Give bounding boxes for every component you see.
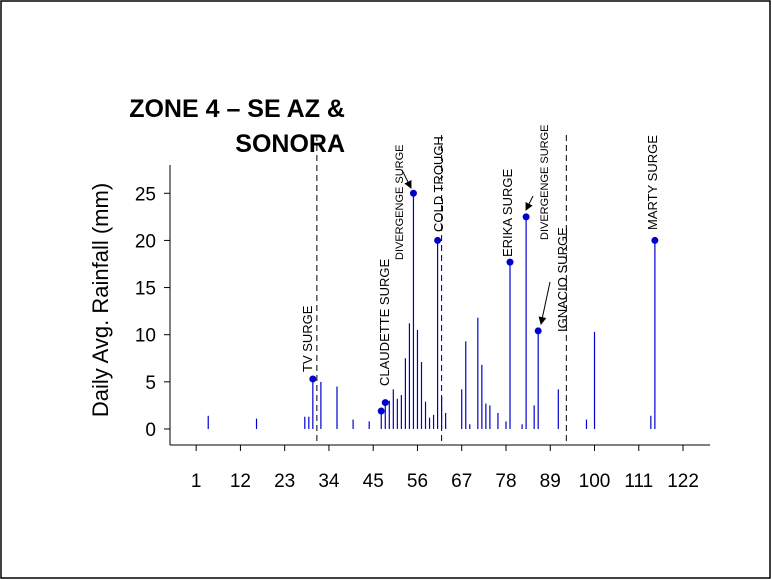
stem-marker [409, 189, 417, 197]
y-tick-label: 10 [135, 326, 156, 347]
chart-title: SONORA [235, 130, 345, 158]
x-tick-label: 12 [230, 471, 251, 492]
annotation: CLAUDETTE SURGE [377, 259, 392, 386]
annotation-arrow [525, 195, 534, 211]
x-tick-label: 89 [540, 471, 561, 492]
stem-marker [434, 236, 442, 244]
annotation: TV SURGE [300, 305, 315, 372]
annotation-arrow [401, 169, 412, 189]
annotation-arrow [538, 281, 551, 325]
x-tick-label: 67 [451, 471, 472, 492]
x-tick-label: 23 [274, 471, 295, 492]
y-tick-label: 25 [135, 184, 156, 205]
x-tick-label: 78 [495, 471, 516, 492]
stem-marker [309, 375, 317, 383]
annotation: ERIKA SURGE [500, 169, 515, 257]
stem-marker [651, 236, 659, 244]
x-tick-label: 56 [407, 471, 428, 492]
annotation: IGNACIO SURGE [555, 227, 570, 332]
x-tick-label: 45 [363, 471, 384, 492]
y-tick-label: 20 [135, 231, 156, 252]
annotation: COLD TROUGH [431, 136, 446, 232]
y-axis-label: Daily Avg. Rainfall (mm) [88, 183, 113, 417]
stem-marker [506, 258, 514, 266]
x-tick-label: 111 [624, 471, 653, 492]
x-tick-label: 122 [667, 471, 699, 492]
x-tick-label: 100 [579, 471, 611, 492]
y-tick-label: 15 [135, 279, 156, 300]
chart-title: ZONE 4 – SE AZ & [129, 95, 345, 123]
y-tick-label: 5 [145, 373, 156, 394]
annotation: MARTY SURGE [645, 135, 660, 230]
x-tick-label: 1 [191, 471, 202, 492]
stem-marker [522, 213, 530, 221]
annotation: DIVERGENGE SURGE [539, 124, 551, 240]
x-tick-label: 34 [318, 471, 340, 492]
stem-marker [381, 399, 389, 407]
stem-marker [534, 327, 542, 335]
y-tick-label: 0 [145, 420, 156, 441]
annotation: DIVERGENGE SURGE [394, 144, 406, 260]
stem-marker [377, 407, 385, 415]
